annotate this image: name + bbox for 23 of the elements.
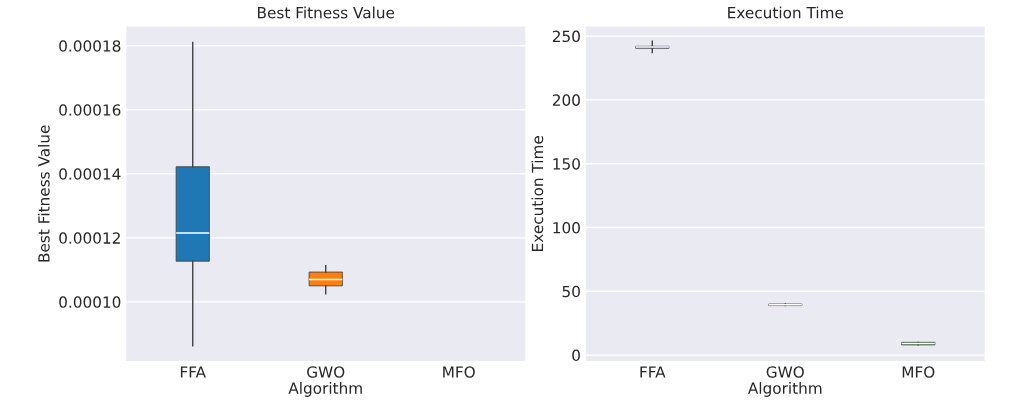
x-tick-label: MFO: [902, 366, 935, 378]
y-axis-title: Execution Time: [531, 136, 544, 251]
chart-title: Execution Time: [728, 6, 844, 19]
y-tick-label: 0.00010: [59, 296, 121, 308]
y-tick-label: 150: [553, 158, 580, 170]
y-tick-label: 200: [552, 94, 580, 106]
x-tick-label: GWO: [766, 366, 804, 378]
x-axis-title: Algorithm: [288, 382, 362, 397]
x-tick-label: FFA: [640, 366, 666, 378]
x-axis-title: Algorithm: [747, 382, 822, 397]
x-tick-label: GWO: [307, 366, 345, 378]
y-tick-label: 0.00012: [59, 232, 120, 244]
y-tick-label: 0.00014: [59, 168, 121, 180]
x-tick-label: MFO: [443, 366, 475, 378]
chart-title: Best Fitness Value: [258, 6, 395, 19]
y-axis-title: Best Fitness Value: [37, 125, 50, 262]
x-tick-label: FFA: [180, 366, 206, 378]
y-tick-label: 0.00018: [59, 40, 121, 52]
y-tick-label: 250: [552, 30, 580, 43]
y-tick-label: 0.00016: [59, 104, 121, 116]
y-tick-label: 100: [553, 221, 580, 234]
y-tick-label: 50: [562, 285, 580, 298]
y-tick-label: 0: [572, 349, 580, 362]
